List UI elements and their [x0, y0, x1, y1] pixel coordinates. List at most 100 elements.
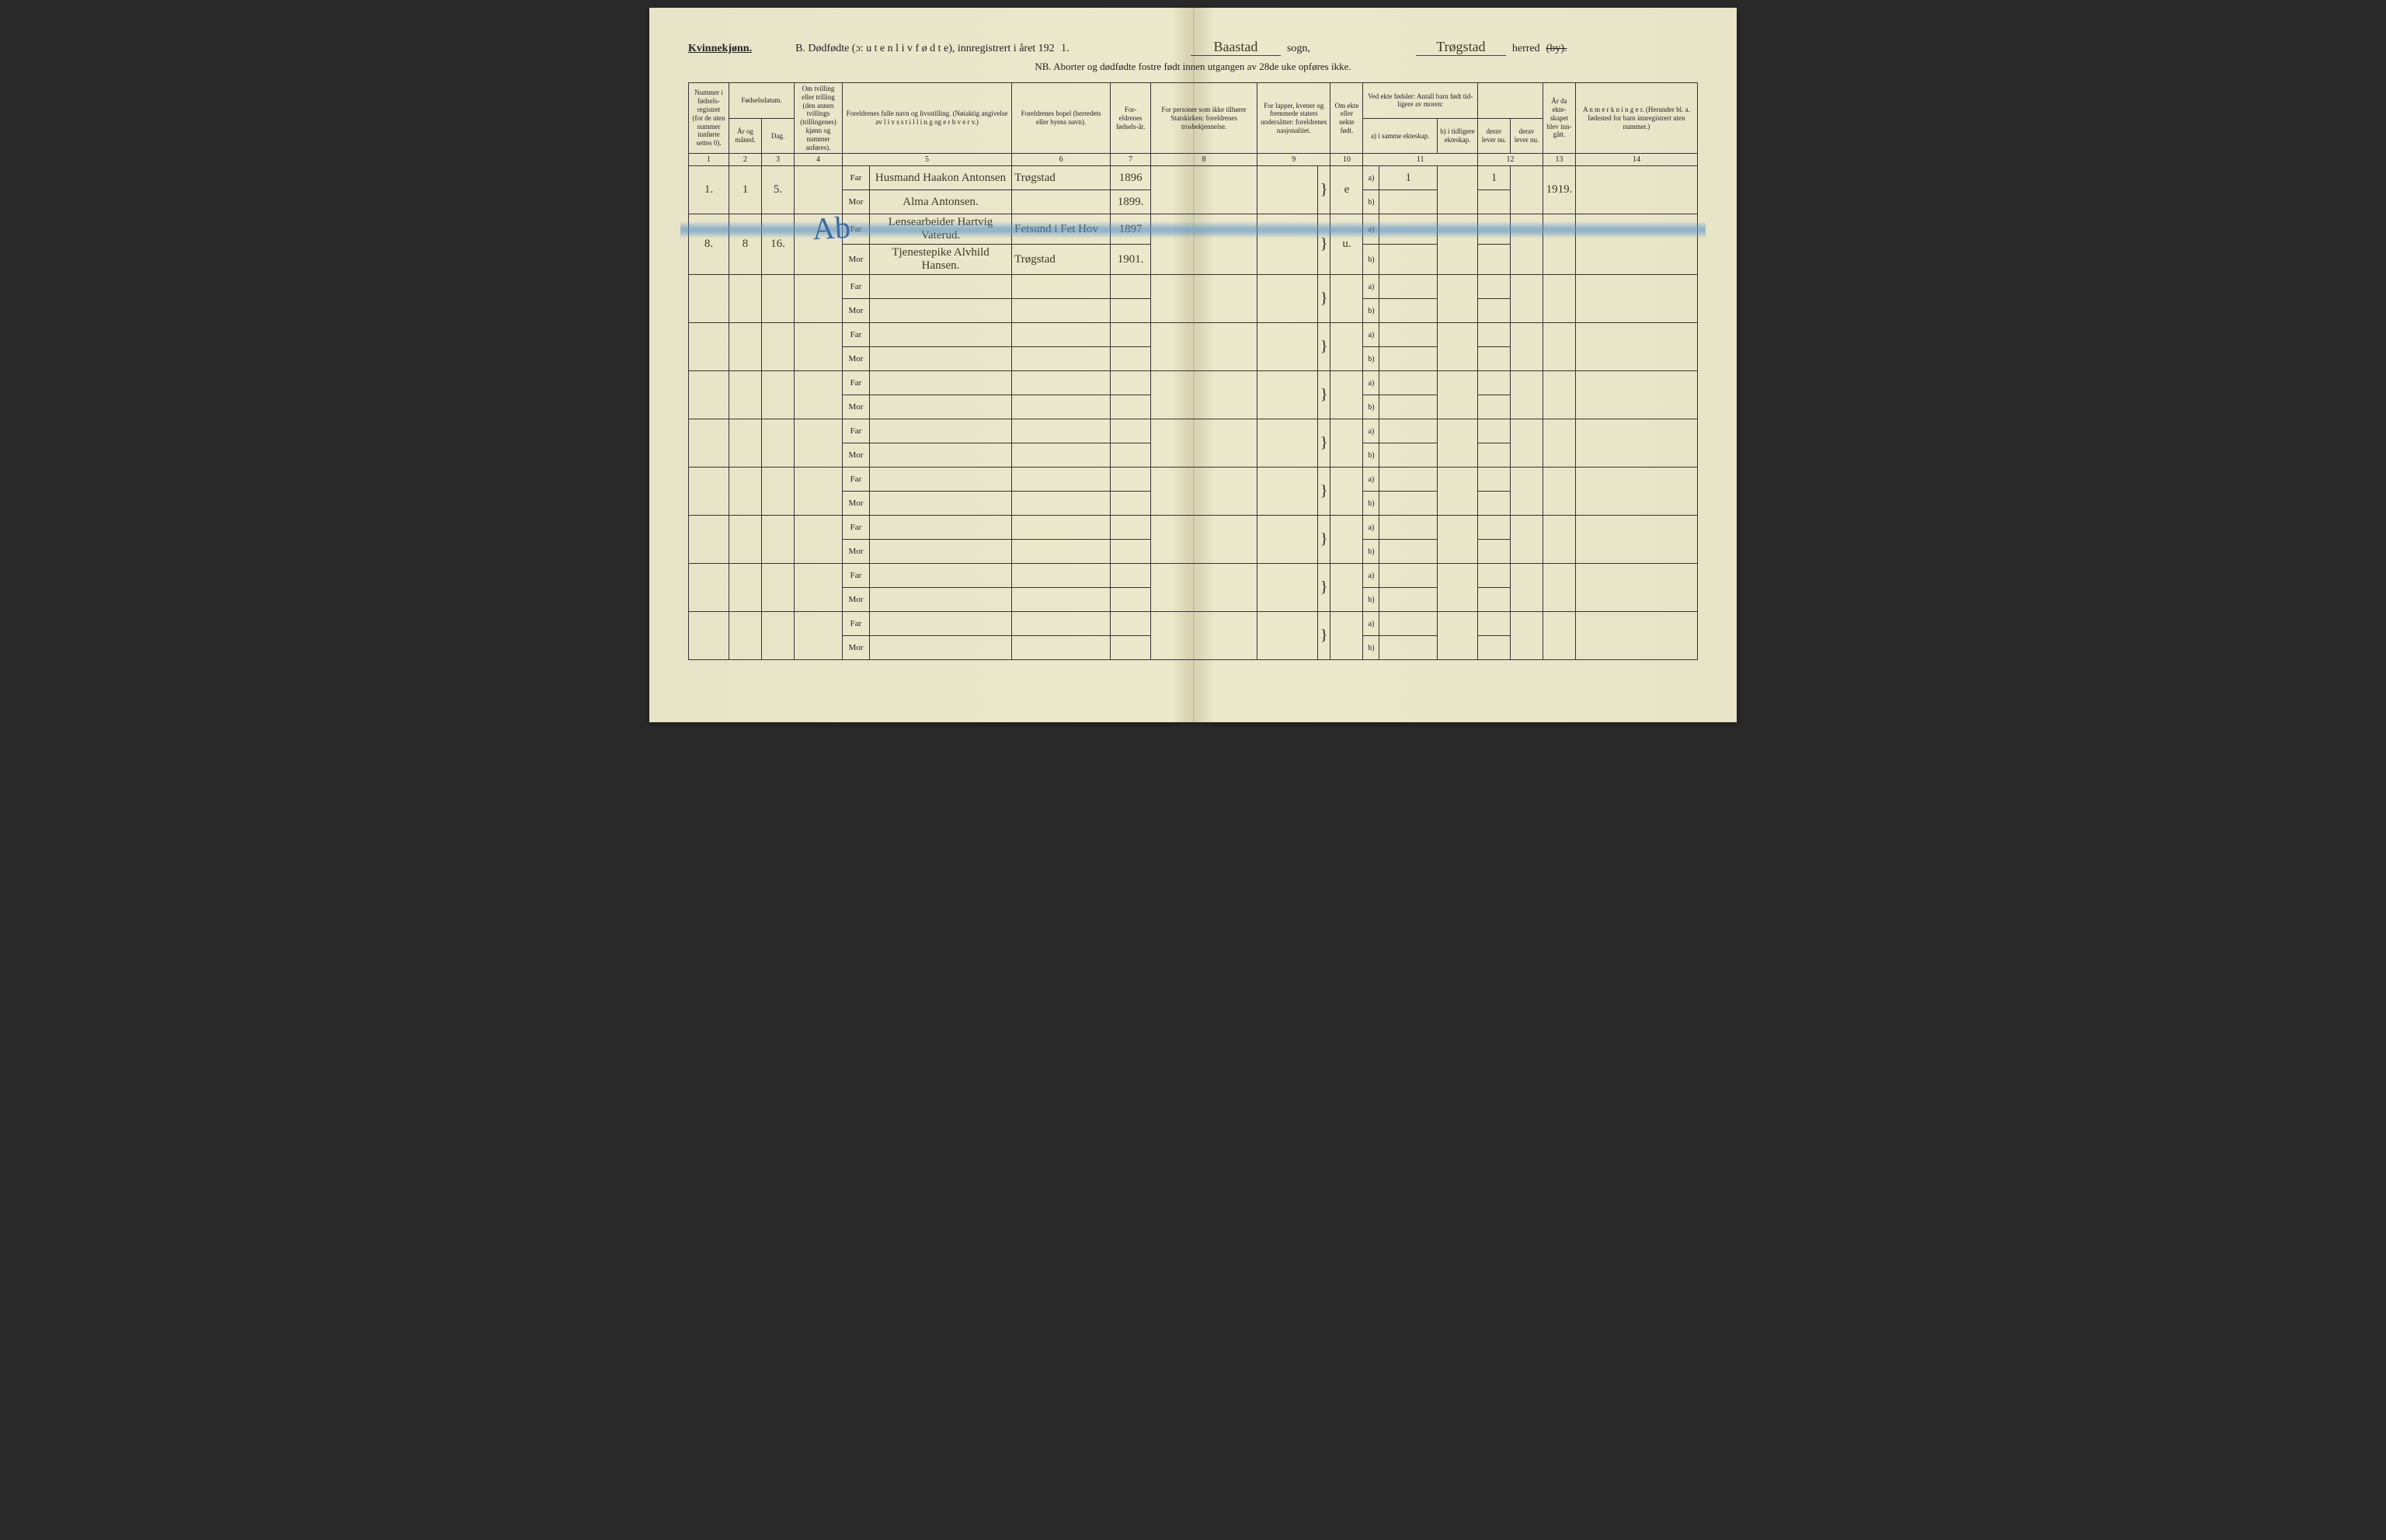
cell-far-year [1111, 564, 1151, 588]
colnum: 13 [1543, 154, 1576, 166]
cell-mor-year [1111, 636, 1151, 660]
cell-bopel-far [1012, 323, 1111, 347]
cell-bopel-far: Fetsund i Fet Hov [1012, 214, 1111, 245]
cell-bopel-far [1012, 371, 1111, 395]
cell-b-val [1438, 516, 1478, 564]
cell-c14 [1576, 371, 1698, 419]
colnum: 10 [1330, 154, 1363, 166]
cell-b-lever [1511, 468, 1543, 516]
cell-num [689, 275, 729, 323]
mor-label: Mor [843, 395, 870, 419]
cell-mor-year [1111, 492, 1151, 516]
far-label: Far [843, 275, 870, 299]
a-label: a) [1363, 612, 1379, 636]
cell-num: 8. [689, 214, 729, 275]
b-label: b) [1363, 492, 1379, 516]
cell-dag [762, 564, 795, 612]
cell-empty [1478, 540, 1511, 564]
col-14-header: A n m e r k n i n g e r. (Herunder bl. a… [1576, 83, 1698, 154]
mor-name [870, 395, 1012, 419]
cell-ar: 8 [729, 214, 762, 275]
cell-num [689, 612, 729, 660]
cell-dag [762, 516, 795, 564]
cell-ekte [1330, 516, 1363, 564]
b-label: b) [1363, 588, 1379, 612]
cell-tvilling [795, 612, 843, 660]
cell-bopel-mor [1012, 347, 1111, 371]
mor-name: Alma Antonsen. [870, 190, 1012, 214]
col-11b-header: b) i tidligere ekteskap. [1438, 118, 1478, 154]
cell-a-val [1379, 419, 1438, 443]
cell-ar: 1 [729, 166, 762, 214]
far-name [870, 323, 1012, 347]
cell-tvilling [795, 166, 843, 214]
cell-a-val [1379, 564, 1438, 588]
cell-far-year [1111, 275, 1151, 299]
cell-ar [729, 419, 762, 468]
cell-a-lever [1478, 564, 1511, 588]
mor-name [870, 540, 1012, 564]
cell-c8 [1151, 323, 1257, 371]
brace: } [1317, 419, 1330, 468]
col-1-header: Nummer i fødsels-registret (for de uten … [689, 83, 729, 154]
cell-b-lever [1511, 214, 1543, 275]
brace: } [1317, 371, 1330, 419]
cell-empty [1478, 190, 1511, 214]
colnum: 11 [1363, 154, 1478, 166]
cell-empty [1478, 347, 1511, 371]
cell-dag: 5. [762, 166, 795, 214]
cell-num [689, 323, 729, 371]
cell-c14 [1576, 275, 1698, 323]
far-name [870, 612, 1012, 636]
col-11a-header: a) i samme ekteskap. [1363, 118, 1438, 154]
cell-c13 [1543, 323, 1576, 371]
cell-empty [1379, 588, 1438, 612]
cell-ekte [1330, 612, 1363, 660]
cell-b-val [1438, 275, 1478, 323]
cell-far-year [1111, 323, 1151, 347]
mor-label: Mor [843, 299, 870, 323]
b-label: b) [1363, 636, 1379, 660]
cell-empty [1478, 492, 1511, 516]
col-12-top-header [1478, 83, 1543, 119]
cell-ar [729, 275, 762, 323]
a-label: a) [1363, 214, 1379, 245]
center-fold [1193, 8, 1195, 722]
col-9-header: For lapper, kvener og fremmede staters u… [1257, 83, 1330, 154]
b-label: b) [1363, 540, 1379, 564]
col-8-header: For personer som ikke tilhører Statskirk… [1151, 83, 1257, 154]
cell-far-year [1111, 516, 1151, 540]
cell-a-val [1379, 323, 1438, 347]
far-name: Lensearbeider Hartvig Vaterud. [870, 214, 1012, 245]
cell-c9 [1257, 275, 1318, 323]
far-name [870, 564, 1012, 588]
cell-bopel-far [1012, 275, 1111, 299]
mor-label: Mor [843, 540, 870, 564]
cell-c14 [1576, 323, 1698, 371]
cell-a-lever [1478, 516, 1511, 540]
cell-c8 [1151, 214, 1257, 275]
cell-c8 [1151, 166, 1257, 214]
cell-empty [1379, 347, 1438, 371]
sogn-label: sogn, [1287, 43, 1310, 55]
cell-empty [1379, 636, 1438, 660]
cell-b-val [1438, 323, 1478, 371]
mor-label: Mor [843, 347, 870, 371]
cell-a-val [1379, 612, 1438, 636]
cell-dag [762, 612, 795, 660]
cell-bopel-far [1012, 516, 1111, 540]
colnum: 9 [1257, 154, 1330, 166]
cell-far-year: 1896 [1111, 166, 1151, 190]
a-label: a) [1363, 166, 1379, 190]
cell-num [689, 516, 729, 564]
cell-far-year: 1897 [1111, 214, 1151, 245]
cell-dag [762, 323, 795, 371]
herred-name: Trøgstad [1416, 39, 1506, 56]
cell-b-val [1438, 214, 1478, 275]
cell-b-lever [1511, 166, 1543, 214]
cell-far-year [1111, 371, 1151, 395]
cell-c8 [1151, 275, 1257, 323]
far-label: Far [843, 468, 870, 492]
cell-mor-year [1111, 588, 1151, 612]
far-label: Far [843, 323, 870, 347]
